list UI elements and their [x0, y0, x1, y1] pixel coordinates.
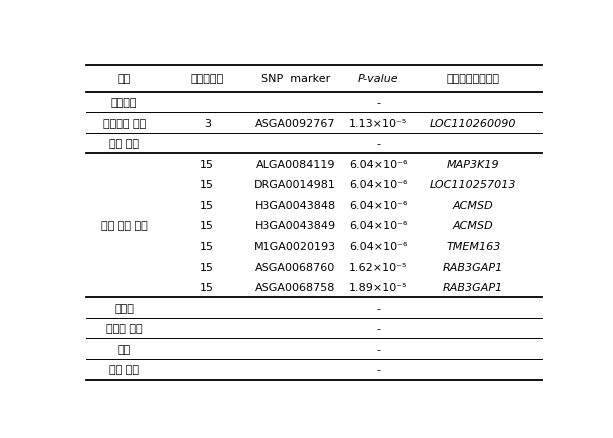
Text: 15: 15 — [200, 283, 215, 293]
Text: 미활동 빈도: 미활동 빈도 — [106, 323, 142, 333]
Text: 활동: 활동 — [118, 344, 131, 354]
Text: 1.89×10⁻⁵: 1.89×10⁻⁵ — [349, 283, 408, 293]
Text: P-value: P-value — [358, 74, 398, 84]
Text: 3: 3 — [204, 118, 211, 128]
Text: ASGA0068760: ASGA0068760 — [255, 262, 335, 272]
Text: 물마시기: 물마시기 — [111, 98, 137, 108]
Text: 염색체번호: 염색체번호 — [191, 74, 224, 84]
Text: 물마시기 빈도: 물마시기 빈도 — [102, 118, 146, 128]
Text: -: - — [376, 323, 380, 333]
Text: 15: 15 — [200, 200, 215, 210]
Text: -: - — [376, 139, 380, 149]
Text: 6.04×10⁻⁶: 6.04×10⁻⁶ — [349, 200, 408, 210]
Text: 형질: 형질 — [118, 74, 131, 84]
Text: 사료 먹기 빈도: 사료 먹기 빈도 — [101, 221, 148, 231]
Text: ASGA0068758: ASGA0068758 — [255, 283, 335, 293]
Text: ACMSD: ACMSD — [453, 200, 493, 210]
Text: 6.04×10⁻⁶: 6.04×10⁻⁶ — [349, 221, 408, 231]
Text: 1.62×10⁻⁵: 1.62×10⁻⁵ — [349, 262, 408, 272]
Text: 15: 15 — [200, 262, 215, 272]
Text: H3GA0043848: H3GA0043848 — [254, 200, 336, 210]
Text: ACMSD: ACMSD — [453, 221, 493, 231]
Text: 6.04×10⁻⁶: 6.04×10⁻⁶ — [349, 159, 408, 170]
Text: ASGA0092767: ASGA0092767 — [255, 118, 335, 128]
Text: 15: 15 — [200, 221, 215, 231]
Text: MAP3K19: MAP3K19 — [447, 159, 500, 170]
Text: LOC110257013: LOC110257013 — [430, 180, 517, 190]
Text: 15: 15 — [200, 180, 215, 190]
Text: -: - — [376, 303, 380, 313]
Text: H3GA0043849: H3GA0043849 — [254, 221, 336, 231]
Text: 6.04×10⁻⁶: 6.04×10⁻⁶ — [349, 241, 408, 251]
Text: 사료 먹기: 사료 먹기 — [109, 139, 139, 149]
Text: SNP  marker: SNP marker — [261, 74, 330, 84]
Text: LOC110260090: LOC110260090 — [430, 118, 517, 128]
Text: 6.04×10⁻⁶: 6.04×10⁻⁶ — [349, 180, 408, 190]
Text: -: - — [376, 344, 380, 354]
Text: 활동 빈도: 활동 빈도 — [109, 364, 139, 374]
Text: -: - — [376, 364, 380, 374]
Text: ALGA0084119: ALGA0084119 — [256, 159, 335, 170]
Text: DRGA0014981: DRGA0014981 — [254, 180, 336, 190]
Text: M1GA0020193: M1GA0020193 — [254, 241, 336, 251]
Text: -: - — [376, 98, 380, 108]
Text: RAB3GAP1: RAB3GAP1 — [443, 262, 503, 272]
Text: RAB3GAP1: RAB3GAP1 — [443, 283, 503, 293]
Text: 위치상후보유전자: 위치상후보유전자 — [447, 74, 500, 84]
Text: 1.13×10⁻⁵: 1.13×10⁻⁵ — [349, 118, 408, 128]
Text: 미활동: 미활동 — [114, 303, 134, 313]
Text: 15: 15 — [200, 241, 215, 251]
Text: TMEM163: TMEM163 — [446, 241, 500, 251]
Text: 15: 15 — [200, 159, 215, 170]
